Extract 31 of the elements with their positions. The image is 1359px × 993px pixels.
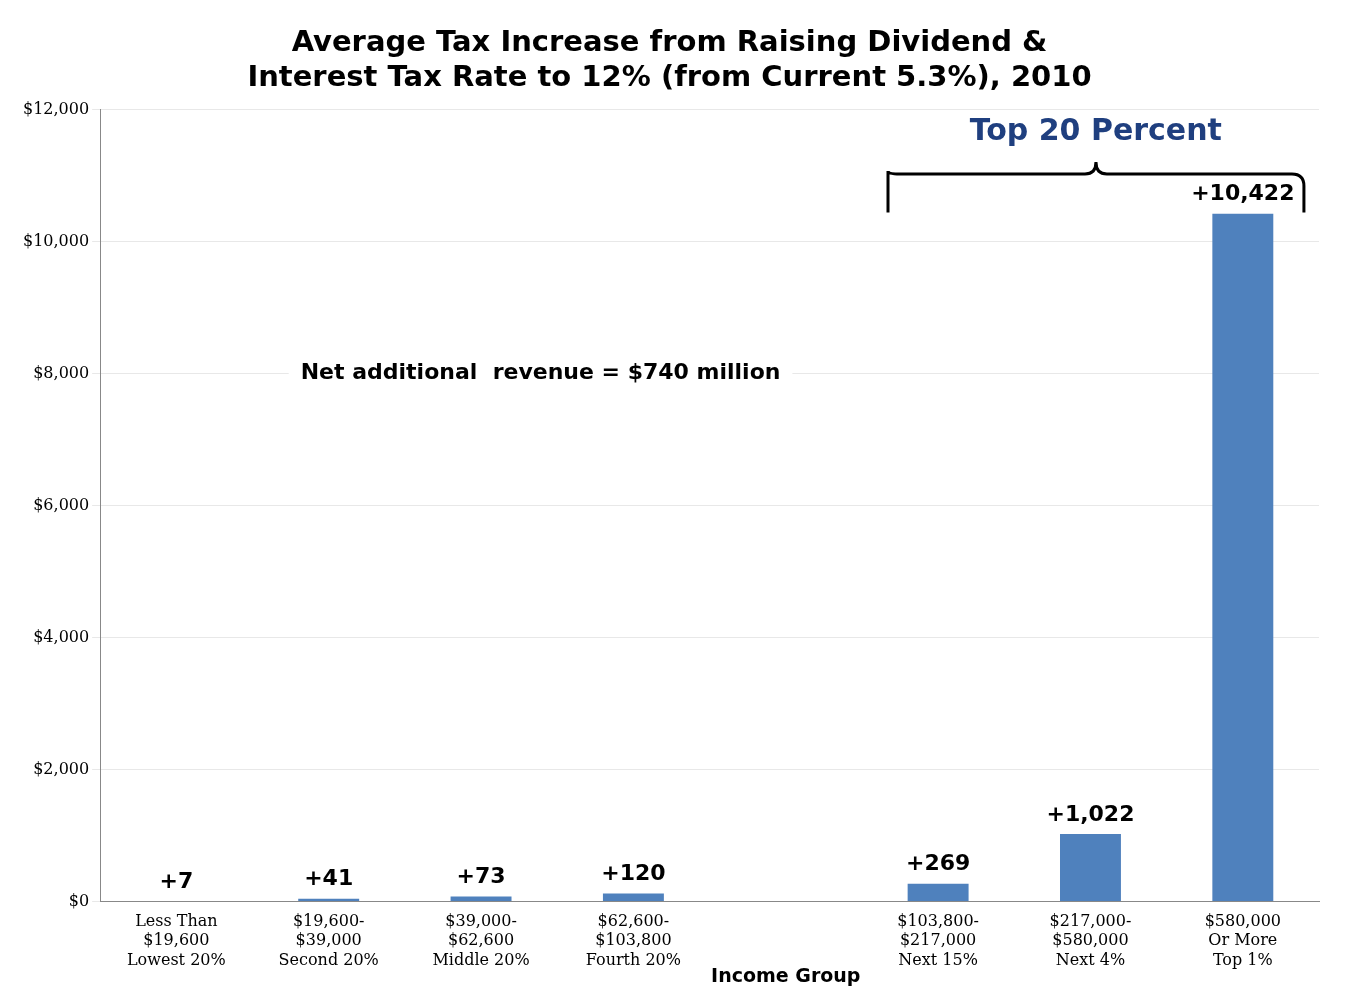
y-tick-label: $12,000 xyxy=(22,98,90,118)
x-tick-label: $217,000- $580,000 Next 4% xyxy=(1049,911,1132,969)
y-tick-label: $10,000 xyxy=(22,230,90,250)
data-label: +120 xyxy=(601,860,666,886)
chart-title: Average Tax Increase from Raising Dividend & Interest Tax Rate to 12% (from Current 5.3%), 2010 xyxy=(247,23,1092,93)
bar xyxy=(1212,213,1274,901)
annotation: Net additional revenue = $740 million xyxy=(300,359,781,385)
data-label: +269 xyxy=(905,850,971,876)
x-tick-label: Less Than $19,600 Lowest 20% xyxy=(126,911,226,969)
data-label: +73 xyxy=(456,863,506,889)
y-tick-label: $6,000 xyxy=(33,494,90,514)
bar xyxy=(1060,833,1121,901)
x-tick-label: $62,600- $103,800 Fourth 20% xyxy=(585,911,682,969)
data-label: +1,022 xyxy=(1046,800,1135,826)
annotation: Top 20 Percent xyxy=(969,112,1222,148)
bar xyxy=(907,883,969,901)
bar xyxy=(602,893,664,901)
y-tick-label: $0 xyxy=(68,890,90,910)
y-tick-label: $4,000 xyxy=(33,626,90,646)
y-tick-label: $8,000 xyxy=(33,362,90,382)
x-tick-label: $39,000- $62,600 Middle 20% xyxy=(432,911,530,969)
x-axis-title: Income Group xyxy=(711,964,861,987)
x-tick-label: $103,800- $217,000 Next 15% xyxy=(897,911,979,969)
x-tick-label: $580,000 Or More Top 1% xyxy=(1204,911,1281,969)
x-tick-label: $19,600- $39,000 Second 20% xyxy=(278,911,379,969)
y-tick-label: $2,000 xyxy=(33,758,90,778)
bar xyxy=(450,896,512,901)
bar xyxy=(298,898,360,901)
data-label: +10,422 xyxy=(1191,180,1295,206)
data-label: +7 xyxy=(159,867,194,893)
data-label: +41 xyxy=(304,865,354,891)
